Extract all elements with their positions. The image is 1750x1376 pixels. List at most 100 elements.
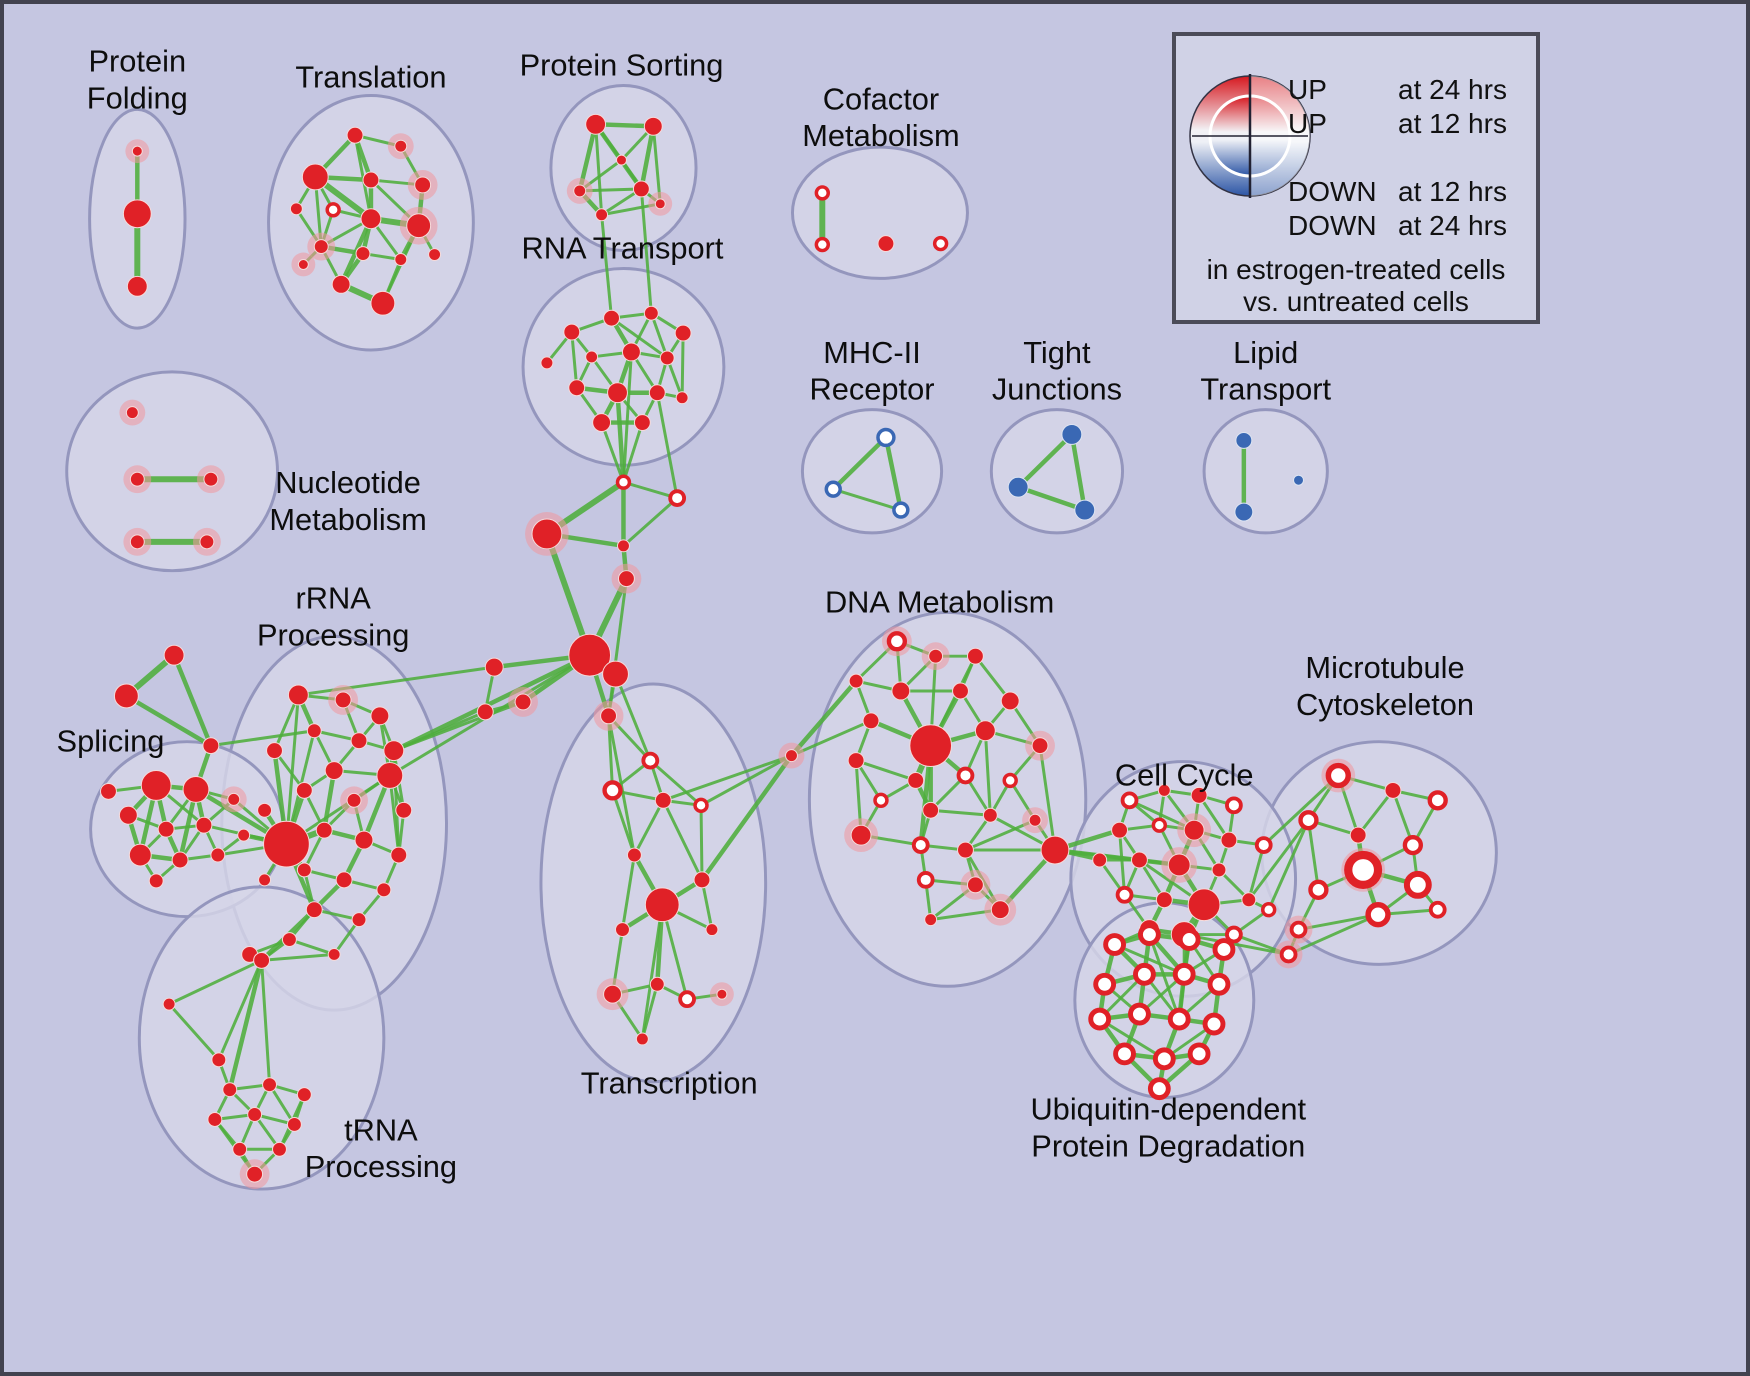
network-node-53[interactable] (476, 703, 494, 721)
network-node-140[interactable] (982, 807, 998, 823)
network-node-49[interactable] (568, 633, 612, 677)
network-node-64[interactable] (210, 847, 226, 863)
network-node-125[interactable] (966, 647, 984, 665)
network-node-3[interactable] (346, 126, 364, 144)
network-node-20[interactable] (643, 116, 663, 136)
network-node-212[interactable] (129, 534, 145, 550)
network-node-163[interactable] (1115, 885, 1134, 904)
network-node-54[interactable] (163, 644, 185, 666)
network-node-11[interactable] (406, 213, 432, 239)
network-node-127[interactable] (891, 681, 911, 701)
network-node-205[interactable] (1074, 499, 1096, 521)
network-node-193[interactable] (1128, 1002, 1151, 1026)
network-node-176[interactable] (1402, 834, 1423, 856)
network-node-68[interactable] (237, 828, 251, 842)
network-node-150[interactable] (1120, 791, 1139, 810)
network-node-39[interactable] (648, 384, 666, 402)
network-node-10[interactable] (360, 208, 382, 230)
network-node-162[interactable] (1211, 862, 1227, 878)
network-node-207[interactable] (1234, 502, 1254, 522)
network-node-203[interactable] (1061, 424, 1083, 445)
network-node-204[interactable] (1007, 476, 1029, 498)
network-node-159[interactable] (1092, 852, 1108, 868)
network-node-76[interactable] (266, 742, 283, 760)
network-node-128[interactable] (952, 682, 969, 700)
network-node-85[interactable] (390, 846, 408, 864)
network-node-134[interactable] (847, 752, 865, 770)
network-node-181[interactable] (1428, 900, 1447, 919)
network-node-27[interactable] (814, 236, 831, 253)
network-node-74[interactable] (350, 732, 368, 750)
network-node-79[interactable] (295, 781, 313, 799)
network-node-48[interactable] (618, 570, 635, 588)
network-node-95[interactable] (253, 951, 271, 969)
network-node-28[interactable] (877, 235, 895, 253)
network-node-25[interactable] (616, 154, 627, 166)
network-node-201[interactable] (824, 480, 842, 498)
network-node-110[interactable] (654, 791, 672, 809)
network-node-141[interactable] (1028, 813, 1042, 827)
network-node-148[interactable] (924, 913, 938, 927)
network-node-186[interactable] (1177, 928, 1201, 951)
network-node-188[interactable] (1093, 972, 1117, 996)
network-node-73[interactable] (263, 820, 310, 868)
network-node-170[interactable] (1260, 901, 1277, 918)
network-node-112[interactable] (644, 887, 680, 923)
network-node-206[interactable] (1235, 431, 1253, 449)
network-node-23[interactable] (595, 208, 609, 222)
network-node-92[interactable] (281, 932, 297, 947)
network-node-114[interactable] (693, 871, 711, 889)
network-node-56[interactable] (202, 737, 220, 755)
network-node-124[interactable] (928, 648, 944, 664)
network-node-139[interactable] (922, 801, 940, 819)
network-node-182[interactable] (1289, 920, 1308, 939)
network-node-136[interactable] (956, 766, 975, 785)
network-node-47[interactable] (617, 539, 630, 553)
network-node-67[interactable] (100, 782, 117, 800)
network-node-31[interactable] (603, 309, 620, 327)
network-node-50[interactable] (602, 660, 629, 688)
network-node-36[interactable] (659, 350, 675, 366)
network-node-119[interactable] (716, 988, 728, 1000)
network-node-198[interactable] (1187, 1042, 1211, 1066)
network-node-0[interactable] (131, 145, 143, 157)
network-node-87[interactable] (335, 871, 353, 889)
network-node-21[interactable] (573, 184, 587, 198)
network-node-172[interactable] (1384, 781, 1402, 799)
network-node-71[interactable] (370, 706, 390, 726)
network-node-133[interactable] (1031, 737, 1049, 755)
network-node-157[interactable] (1220, 831, 1238, 849)
network-node-180[interactable] (1365, 901, 1391, 928)
network-node-184[interactable] (1103, 933, 1127, 956)
network-node-166[interactable] (1241, 892, 1257, 908)
network-node-88[interactable] (376, 882, 392, 898)
network-node-58[interactable] (182, 775, 210, 803)
network-node-14[interactable] (394, 253, 408, 266)
network-node-185[interactable] (1137, 923, 1161, 946)
network-node-171[interactable] (1325, 762, 1351, 789)
network-node-208[interactable] (1293, 474, 1304, 486)
network-node-98[interactable] (222, 1082, 238, 1098)
network-node-45[interactable] (668, 489, 687, 507)
network-node-69[interactable] (287, 684, 309, 706)
network-node-12[interactable] (313, 239, 329, 255)
network-node-63[interactable] (171, 851, 189, 869)
network-node-41[interactable] (633, 414, 651, 432)
network-node-24[interactable] (654, 198, 666, 210)
network-node-9[interactable] (289, 202, 303, 216)
network-node-116[interactable] (649, 976, 665, 992)
network-node-130[interactable] (862, 712, 880, 730)
network-node-83[interactable] (315, 821, 333, 839)
network-node-33[interactable] (674, 324, 692, 342)
network-node-126[interactable] (848, 673, 864, 689)
network-node-5[interactable] (301, 163, 329, 191)
network-node-72[interactable] (306, 723, 322, 739)
network-node-89[interactable] (258, 873, 272, 887)
network-node-107[interactable] (600, 707, 618, 725)
network-node-129[interactable] (1000, 691, 1020, 711)
network-node-103[interactable] (286, 1116, 302, 1132)
network-node-120[interactable] (635, 1032, 649, 1046)
network-node-7[interactable] (414, 176, 432, 194)
network-node-19[interactable] (585, 113, 607, 135)
network-node-38[interactable] (607, 382, 628, 404)
